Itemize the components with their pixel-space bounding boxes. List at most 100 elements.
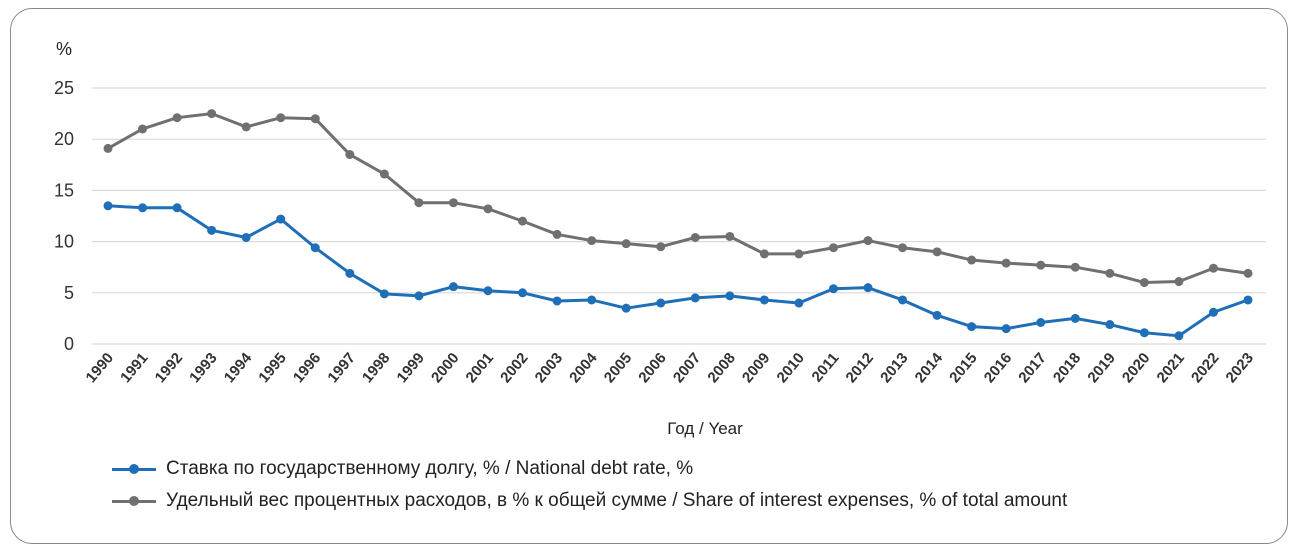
- data-point: [932, 310, 942, 320]
- x-tick-label: 2007: [670, 350, 704, 386]
- x-tick-label: 2014: [912, 349, 947, 386]
- x-tick-label: 2009: [739, 350, 773, 386]
- x-tick-label: 1990: [83, 350, 117, 386]
- data-point: [1105, 268, 1115, 278]
- data-point: [448, 198, 458, 208]
- data-point: [207, 109, 217, 119]
- x-tick-label: 1998: [359, 350, 393, 386]
- data-point: [103, 143, 113, 153]
- data-point: [552, 229, 562, 239]
- legend-item-debt-rate: Ставка по государственному долгу, % / Na…: [112, 458, 693, 480]
- legend-label: Ставка по государственному долгу, % / Na…: [166, 458, 694, 479]
- data-point: [794, 298, 804, 308]
- x-tick-label: 2013: [877, 350, 911, 386]
- x-tick-label: 2008: [704, 350, 738, 386]
- x-tick-label: 2001: [463, 350, 497, 386]
- data-point: [379, 169, 389, 179]
- data-point: [1174, 331, 1184, 341]
- x-tick-label: 2006: [635, 350, 669, 386]
- x-tick-label: 1994: [221, 349, 256, 386]
- x-tick-label: 2004: [566, 349, 601, 386]
- data-point: [1001, 258, 1011, 268]
- x-tick-label: 1991: [117, 350, 151, 386]
- data-point: [1139, 328, 1149, 338]
- data-point: [1243, 295, 1253, 305]
- data-point: [379, 289, 389, 299]
- data-point: [172, 203, 182, 213]
- x-tick-label: 2023: [1223, 350, 1257, 386]
- x-tick-label: 1993: [186, 350, 220, 386]
- data-point: [967, 255, 977, 265]
- x-tick-label: 2020: [1119, 350, 1153, 386]
- data-point: [414, 198, 424, 208]
- data-point: [448, 282, 458, 292]
- x-tick-label: 2003: [532, 350, 566, 386]
- data-point: [207, 225, 217, 235]
- series-line-0: [107, 204, 1249, 338]
- data-point: [310, 114, 320, 124]
- y-tick-label: 20: [54, 129, 74, 149]
- x-tick-label: 2021: [1153, 350, 1187, 386]
- x-tick-label: 2019: [1084, 350, 1118, 386]
- data-point: [828, 284, 838, 294]
- y-tick-label: 25: [54, 78, 74, 98]
- series-line-1: [107, 112, 1249, 285]
- data-point: [1243, 268, 1253, 278]
- data-point: [414, 291, 424, 301]
- data-point: [241, 122, 251, 132]
- data-point: [1208, 307, 1218, 317]
- x-tick-label: 2010: [773, 350, 807, 386]
- data-point: [345, 150, 355, 160]
- data-point: [276, 214, 286, 224]
- data-point: [138, 203, 148, 213]
- x-tick-label: 2016: [981, 350, 1015, 386]
- data-point: [1174, 277, 1184, 287]
- data-point: [898, 243, 908, 253]
- data-point: [1070, 262, 1080, 272]
- data-point: [138, 124, 148, 134]
- data-point: [483, 286, 493, 296]
- data-point: [310, 243, 320, 253]
- x-tick-label: 2000: [428, 350, 462, 386]
- x-tick-label: 2017: [1015, 350, 1049, 386]
- data-point: [276, 113, 286, 123]
- legend-label: Удельный вес процентных расходов, в % к …: [166, 490, 1068, 511]
- y-tick-label: 0: [64, 334, 74, 354]
- data-point: [103, 201, 113, 211]
- data-point: [621, 303, 631, 313]
- data-point: [1070, 313, 1080, 323]
- x-axis-label: Год / Year: [667, 419, 743, 438]
- legend-swatch: [112, 495, 156, 506]
- x-tick-label: 2005: [601, 350, 635, 386]
- x-tick-label: 2018: [1050, 350, 1084, 386]
- data-point: [483, 204, 493, 214]
- data-point: [587, 236, 597, 246]
- chart-frame: [10, 8, 1288, 544]
- data-point: [690, 293, 700, 303]
- data-point: [828, 243, 838, 253]
- legend-swatch: [112, 463, 156, 474]
- data-point: [241, 233, 251, 243]
- data-point: [1036, 317, 1046, 327]
- legend-item-interest-share: Удельный вес процентных расходов, в % к …: [112, 490, 1067, 512]
- x-tick-label: 2011: [809, 350, 843, 386]
- data-point: [967, 322, 977, 332]
- x-tick-label: 2022: [1188, 350, 1222, 386]
- x-tick-label: 2012: [843, 350, 877, 386]
- x-tick-label: 1996: [290, 350, 324, 386]
- y-tick-label: 15: [54, 180, 74, 200]
- data-point: [587, 295, 597, 305]
- data-point: [552, 296, 562, 306]
- data-point: [759, 249, 769, 259]
- data-point: [656, 298, 666, 308]
- data-point: [725, 291, 735, 301]
- data-point: [1036, 260, 1046, 270]
- data-point: [1139, 278, 1149, 288]
- y-tick-label: 10: [54, 232, 74, 252]
- x-tick-label: 2015: [946, 350, 980, 386]
- data-point: [656, 242, 666, 252]
- data-point: [898, 295, 908, 305]
- data-point: [172, 113, 182, 123]
- data-point: [1001, 324, 1011, 334]
